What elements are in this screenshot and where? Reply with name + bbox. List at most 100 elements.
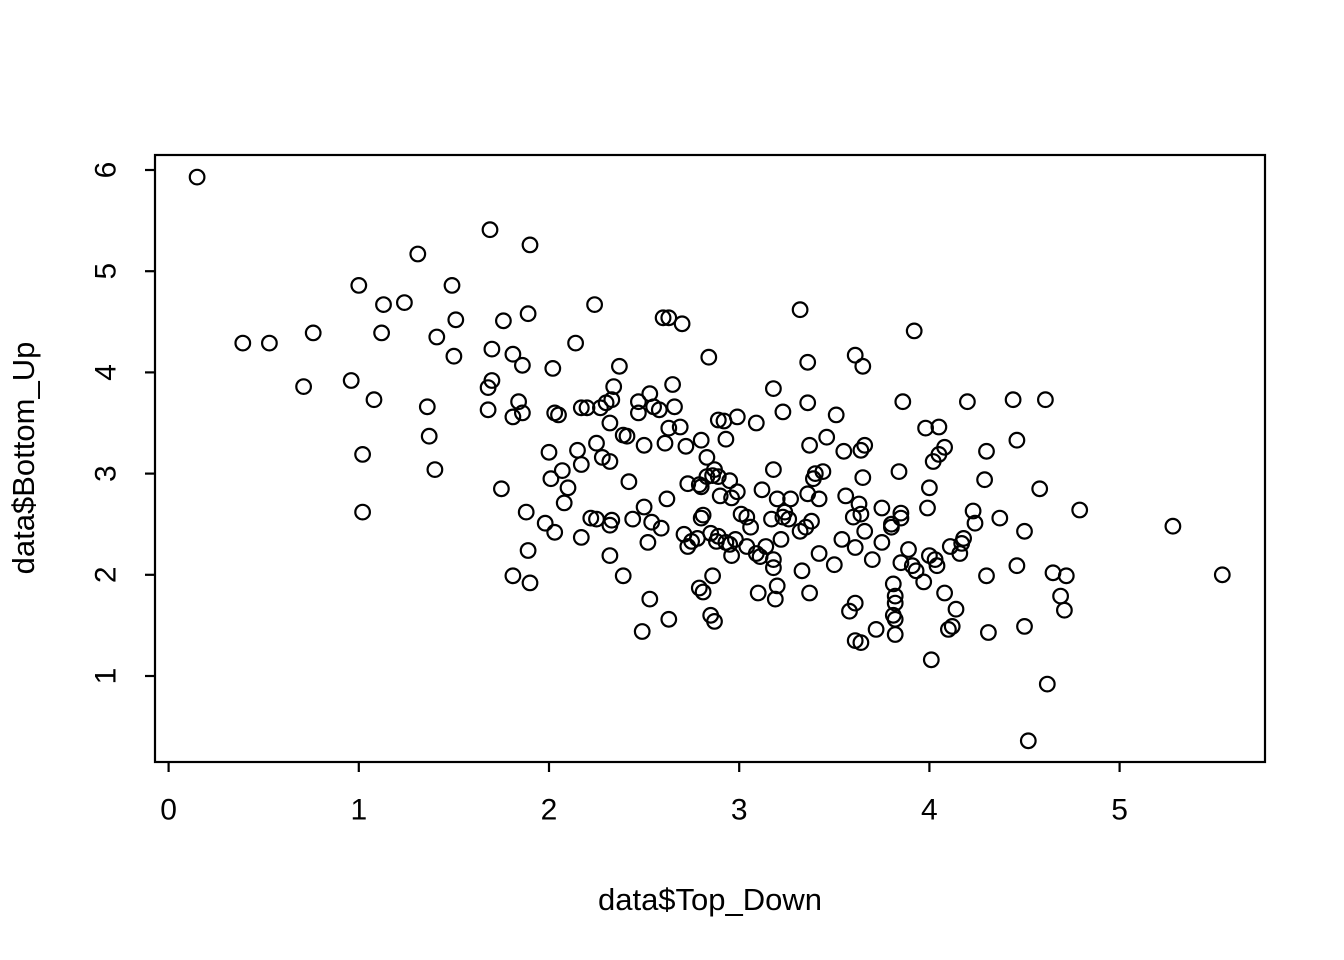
data-point bbox=[572, 399, 590, 417]
data-point bbox=[797, 518, 815, 536]
data-point bbox=[261, 334, 278, 352]
data-point bbox=[375, 296, 392, 314]
data-point bbox=[639, 534, 657, 551]
plot-border bbox=[153, 153, 1267, 764]
data-point bbox=[903, 557, 921, 575]
data-point bbox=[1016, 522, 1033, 540]
data-point bbox=[867, 621, 885, 638]
data-point bbox=[517, 503, 535, 521]
data-point bbox=[835, 442, 853, 460]
data-point bbox=[603, 511, 621, 529]
data-point bbox=[825, 556, 843, 574]
data-point bbox=[841, 602, 858, 620]
data-point bbox=[852, 634, 870, 651]
data-point bbox=[747, 414, 765, 432]
data-point bbox=[550, 406, 567, 424]
data-point bbox=[1057, 567, 1075, 585]
data-point bbox=[483, 340, 501, 358]
data-point bbox=[658, 490, 676, 508]
data-point bbox=[936, 438, 953, 456]
data-point bbox=[521, 574, 539, 592]
data-point bbox=[519, 542, 537, 559]
data-point bbox=[1038, 675, 1056, 693]
data-point bbox=[765, 461, 782, 479]
data-point bbox=[536, 514, 554, 532]
data-point bbox=[540, 443, 558, 461]
data-point bbox=[907, 562, 925, 580]
y-tick-label: 5 bbox=[90, 263, 123, 280]
data-point bbox=[614, 567, 632, 585]
data-point bbox=[641, 590, 659, 608]
data-point bbox=[234, 334, 252, 352]
data-point bbox=[966, 514, 984, 532]
data-point bbox=[295, 378, 313, 396]
data-point bbox=[818, 428, 836, 446]
data-point bbox=[978, 442, 995, 460]
data-point bbox=[420, 427, 438, 445]
y-axis-ticks bbox=[145, 168, 155, 678]
data-point bbox=[768, 577, 786, 595]
data-point bbox=[873, 534, 891, 551]
y-tick-label: 6 bbox=[90, 162, 123, 179]
data-point bbox=[805, 470, 822, 488]
data-point bbox=[921, 479, 938, 497]
data-point bbox=[757, 538, 775, 555]
data-point bbox=[692, 478, 710, 496]
data-point bbox=[1164, 517, 1182, 535]
data-point bbox=[409, 245, 427, 263]
data-point bbox=[886, 626, 904, 643]
data-point bbox=[917, 419, 934, 437]
data-point bbox=[1016, 618, 1033, 635]
data-point bbox=[854, 357, 872, 375]
data-point bbox=[919, 499, 936, 517]
data-point bbox=[510, 393, 527, 411]
data-point bbox=[738, 508, 756, 526]
data-point bbox=[656, 434, 674, 452]
data-point bbox=[837, 487, 855, 505]
data-point bbox=[365, 391, 383, 409]
data-point bbox=[702, 524, 720, 542]
data-point bbox=[445, 347, 463, 365]
data-point bbox=[479, 379, 497, 397]
data-point bbox=[544, 360, 562, 377]
data-point bbox=[728, 408, 746, 426]
data-point bbox=[373, 324, 391, 342]
y-tick-label: 1 bbox=[90, 668, 123, 685]
data-point bbox=[765, 559, 782, 577]
data-point bbox=[635, 436, 653, 454]
data-point bbox=[428, 328, 446, 346]
data-point bbox=[742, 518, 759, 536]
data-point bbox=[354, 446, 372, 463]
data-point bbox=[776, 503, 794, 521]
data-point bbox=[418, 398, 436, 416]
data-point bbox=[892, 504, 910, 522]
data-point bbox=[493, 480, 510, 498]
data-point bbox=[692, 509, 710, 527]
data-point bbox=[709, 411, 727, 429]
data-point bbox=[852, 505, 870, 523]
data-point bbox=[951, 545, 969, 562]
data-point bbox=[479, 401, 497, 419]
data-point bbox=[1052, 587, 1069, 605]
data-point bbox=[763, 510, 780, 528]
data-point bbox=[666, 398, 683, 416]
data-points-layer bbox=[188, 168, 1231, 750]
data-point bbox=[601, 547, 619, 564]
data-point bbox=[555, 494, 573, 512]
data-point bbox=[350, 277, 368, 294]
data-point bbox=[774, 403, 792, 421]
data-point bbox=[630, 404, 647, 422]
data-point bbox=[991, 509, 1009, 527]
x-axis-title: data$Top_Down bbox=[598, 882, 822, 917]
y-axis-tick-labels: 1 2 3 4 5 6 bbox=[90, 162, 123, 685]
data-point bbox=[624, 510, 642, 528]
data-point bbox=[873, 499, 891, 517]
data-point bbox=[660, 610, 678, 628]
data-point bbox=[1004, 391, 1022, 409]
data-point bbox=[342, 372, 360, 389]
data-point bbox=[601, 453, 619, 470]
data-point bbox=[567, 334, 584, 352]
data-point bbox=[947, 600, 965, 618]
data-point bbox=[955, 530, 972, 547]
data-point bbox=[768, 490, 786, 508]
